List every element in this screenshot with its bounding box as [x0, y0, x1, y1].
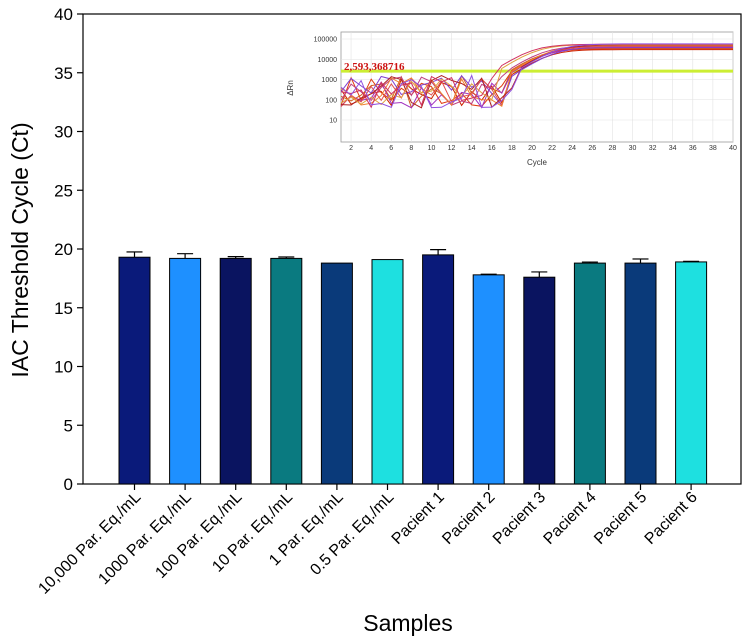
bar	[219, 257, 252, 485]
inset-curves	[340, 43, 733, 109]
x-tick-label: Pacient 3	[490, 489, 549, 548]
inset-x-tick-label: 16	[488, 145, 496, 152]
inset-amplification-curve	[340, 46, 733, 107]
x-axis-title: Samples	[363, 610, 452, 636]
x-tick-label: Pacient 5	[591, 489, 650, 548]
inset-x-tick-label: 2	[349, 145, 353, 152]
inset-x-tick-label: 26	[588, 145, 596, 152]
y-tick-label: 25	[54, 181, 73, 200]
inset-y-tick-label: 100	[325, 97, 337, 104]
y-tick-label: 30	[54, 123, 73, 142]
x-tick-label: 100 Par. Eq./mL	[152, 489, 245, 582]
inset-x-tick-label: 40	[729, 145, 737, 152]
y-tick-label: 20	[54, 240, 73, 259]
bar	[118, 256, 151, 485]
bar	[371, 259, 404, 485]
inset-x-tick-label: 10	[428, 145, 436, 152]
inset-x-tick-label: 30	[629, 145, 637, 152]
bar	[270, 257, 303, 485]
inset-x-tick-label: 34	[669, 145, 677, 152]
bar-series	[118, 248, 708, 485]
inset-x-tick-label: 38	[709, 145, 717, 152]
y-tick-label: 0	[64, 475, 73, 494]
bar	[169, 257, 202, 485]
x-tick-label: Pacient 4	[541, 489, 600, 548]
x-tick-label: 1000 Par. Eq./mL	[95, 489, 195, 589]
x-tick-label: Pacient 2	[439, 489, 498, 548]
y-tick-label: 35	[54, 64, 73, 83]
bar	[675, 261, 708, 485]
bar	[624, 262, 657, 485]
inset-y-tick-label: 10	[329, 118, 337, 125]
bar	[523, 276, 556, 485]
inset-axes: 2 4 6 8 10 12 14 16 18 20 22 24 26 28 30 32 34 36 38 401000…	[314, 37, 737, 153]
inset-x-tick-label: 36	[689, 145, 697, 152]
inset-amplification-curve	[340, 43, 733, 109]
inset-amplification-plot: 2 4 6 8 10 12 14 16 18 20 22 24 26 28 30 32 34 36 38 401000…	[286, 24, 740, 174]
inset-x-tick-label: 32	[649, 145, 657, 152]
y-tick-label: 15	[54, 299, 73, 318]
inset-x-tick-label: 12	[448, 145, 456, 152]
inset-x-tick-label: 22	[548, 145, 556, 152]
bar	[472, 274, 505, 485]
bar	[320, 262, 353, 485]
x-tick-label: Pacient 1	[389, 489, 448, 548]
y-tick-label: 5	[64, 416, 73, 435]
inset-y-tick-label: 1000	[321, 77, 337, 84]
inset-x-tick-label: 4	[369, 145, 373, 152]
bar	[422, 254, 455, 485]
inset-x-tick-label: 14	[468, 145, 476, 152]
inset-amplification-curve	[340, 45, 733, 106]
inset-x-label: Cycle	[527, 158, 548, 167]
inset-y-tick-label: 100000	[314, 37, 337, 44]
inset-x-tick-label: 6	[389, 145, 393, 152]
y-axis-title: IAC Threshold Cycle (Ct)	[7, 122, 33, 377]
bar	[573, 262, 606, 485]
inset-x-tick-label: 24	[568, 145, 576, 152]
inset-x-tick-label: 28	[608, 145, 616, 152]
y-axis: 0 5 10 15 20 25 30 35 40	[54, 5, 83, 494]
x-tick-label: Pacient 6	[642, 489, 701, 548]
inset-x-tick-label: 20	[528, 145, 536, 152]
y-tick-label: 10	[54, 358, 73, 377]
inset-x-tick-label: 8	[409, 145, 413, 152]
y-tick-label: 40	[54, 5, 73, 24]
inset-threshold-label: 2,593,368716	[344, 61, 405, 73]
inset-y-tick-label: 10000	[318, 57, 338, 64]
inset-x-tick-label: 18	[508, 145, 516, 152]
inset-y-label: ΔRn	[286, 80, 295, 96]
